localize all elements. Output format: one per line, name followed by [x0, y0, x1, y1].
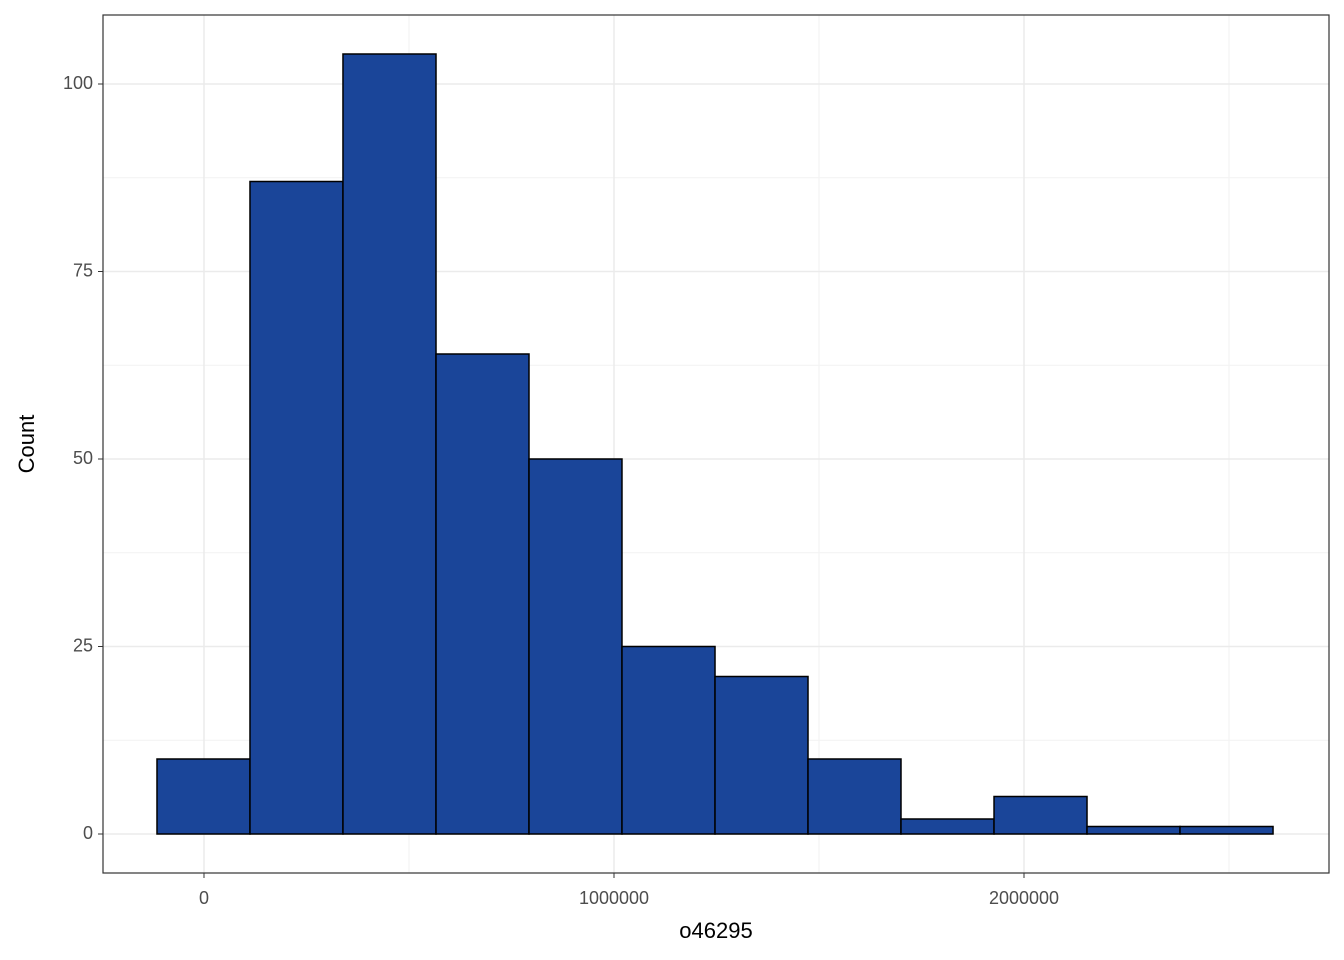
bar [1179, 825, 1274, 835]
bar [528, 458, 623, 835]
y-tick-label: 75 [73, 260, 93, 280]
y-tick-label: 100 [63, 73, 93, 93]
y-axis-title: Count [14, 415, 39, 474]
bar [249, 180, 344, 835]
x-tick-label: 0 [199, 888, 209, 908]
x-axis-title: o46295 [679, 918, 752, 943]
bar [342, 53, 437, 835]
x-tick-label: 2000000 [989, 888, 1059, 908]
bar [900, 818, 995, 835]
bar [807, 758, 902, 835]
y-tick-label: 25 [73, 635, 93, 655]
panel-border [102, 14, 1330, 874]
bar [621, 645, 716, 835]
y-tick-label: 50 [73, 448, 93, 468]
y-tick-label: 0 [83, 823, 93, 843]
bar [156, 758, 251, 835]
bar [993, 795, 1088, 835]
bar [435, 353, 530, 835]
bar [714, 675, 809, 835]
x-tick-label: 1000000 [579, 888, 649, 908]
bar [1086, 825, 1181, 835]
